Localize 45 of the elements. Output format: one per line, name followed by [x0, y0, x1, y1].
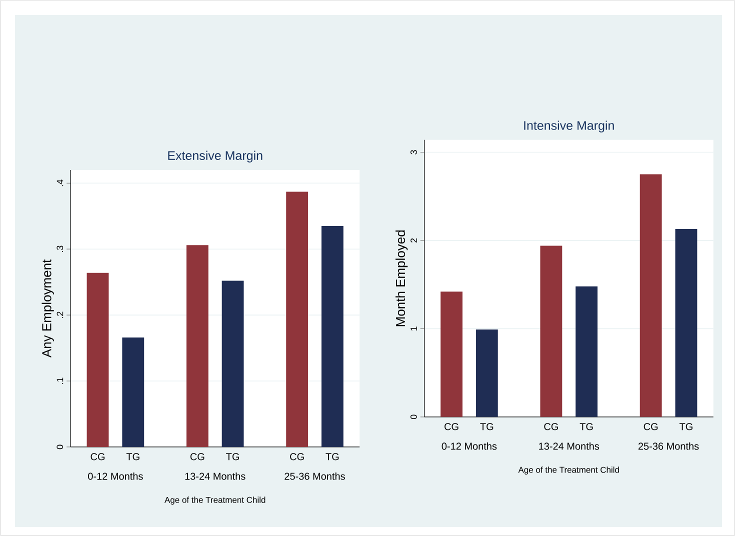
- bar: [540, 246, 562, 417]
- bar: [186, 245, 208, 447]
- y-tick-label: 1: [410, 326, 417, 330]
- text: CG: [644, 423, 658, 430]
- text: CG: [290, 453, 304, 460]
- bar: [675, 228, 698, 417]
- x-axis-title: Age of the Treatment Child: [518, 466, 619, 475]
- y-tick-label: 0: [410, 414, 417, 420]
- x-tick-label: 0-12 Months: [88, 472, 143, 480]
- y-axis-title: Month Employed: [396, 230, 408, 326]
- x-tick-label: 0-12 Months: [442, 442, 497, 450]
- bar: [440, 292, 462, 417]
- y-tick-label: .3: [56, 246, 64, 252]
- y-tick-label: 0: [56, 444, 64, 450]
- y-tick-label: .2: [56, 312, 64, 318]
- text: TG: [679, 423, 692, 430]
- y-axis-title: Any Employment: [42, 259, 54, 358]
- x-tick-label: 13-24 Months: [539, 442, 600, 450]
- bar: [640, 174, 662, 417]
- text: TG: [326, 453, 339, 460]
- x-axis-title: Age of the Treatment Child: [164, 496, 266, 505]
- bar: [122, 337, 144, 447]
- text: TG: [580, 423, 593, 430]
- x-tick-label: 13-24 Months: [185, 472, 246, 480]
- y-tick-label: 3: [410, 150, 417, 154]
- x-tick-label: 25-36 Months: [638, 442, 699, 450]
- series-label: CG: [444, 423, 458, 430]
- text: CG: [544, 423, 558, 430]
- bar: [576, 286, 598, 417]
- series-label: CG: [90, 453, 105, 460]
- series-label: TG: [480, 423, 494, 430]
- bar: [476, 330, 498, 417]
- y-tick-label: 2: [410, 238, 417, 243]
- bar: [321, 226, 344, 447]
- y-tick-label: .1: [56, 378, 64, 384]
- chart-title: Extensive Margin: [168, 150, 262, 162]
- chart-title: Intensive Margin: [524, 120, 614, 132]
- bar: [222, 280, 244, 447]
- x-tick-label: 25-36 Months: [284, 472, 345, 480]
- bar: [86, 272, 109, 447]
- text: CG: [190, 453, 204, 460]
- series-label: TG: [126, 453, 140, 460]
- y-tick-label: .4: [56, 180, 64, 186]
- text: TG: [226, 453, 239, 460]
- bar: [286, 192, 308, 447]
